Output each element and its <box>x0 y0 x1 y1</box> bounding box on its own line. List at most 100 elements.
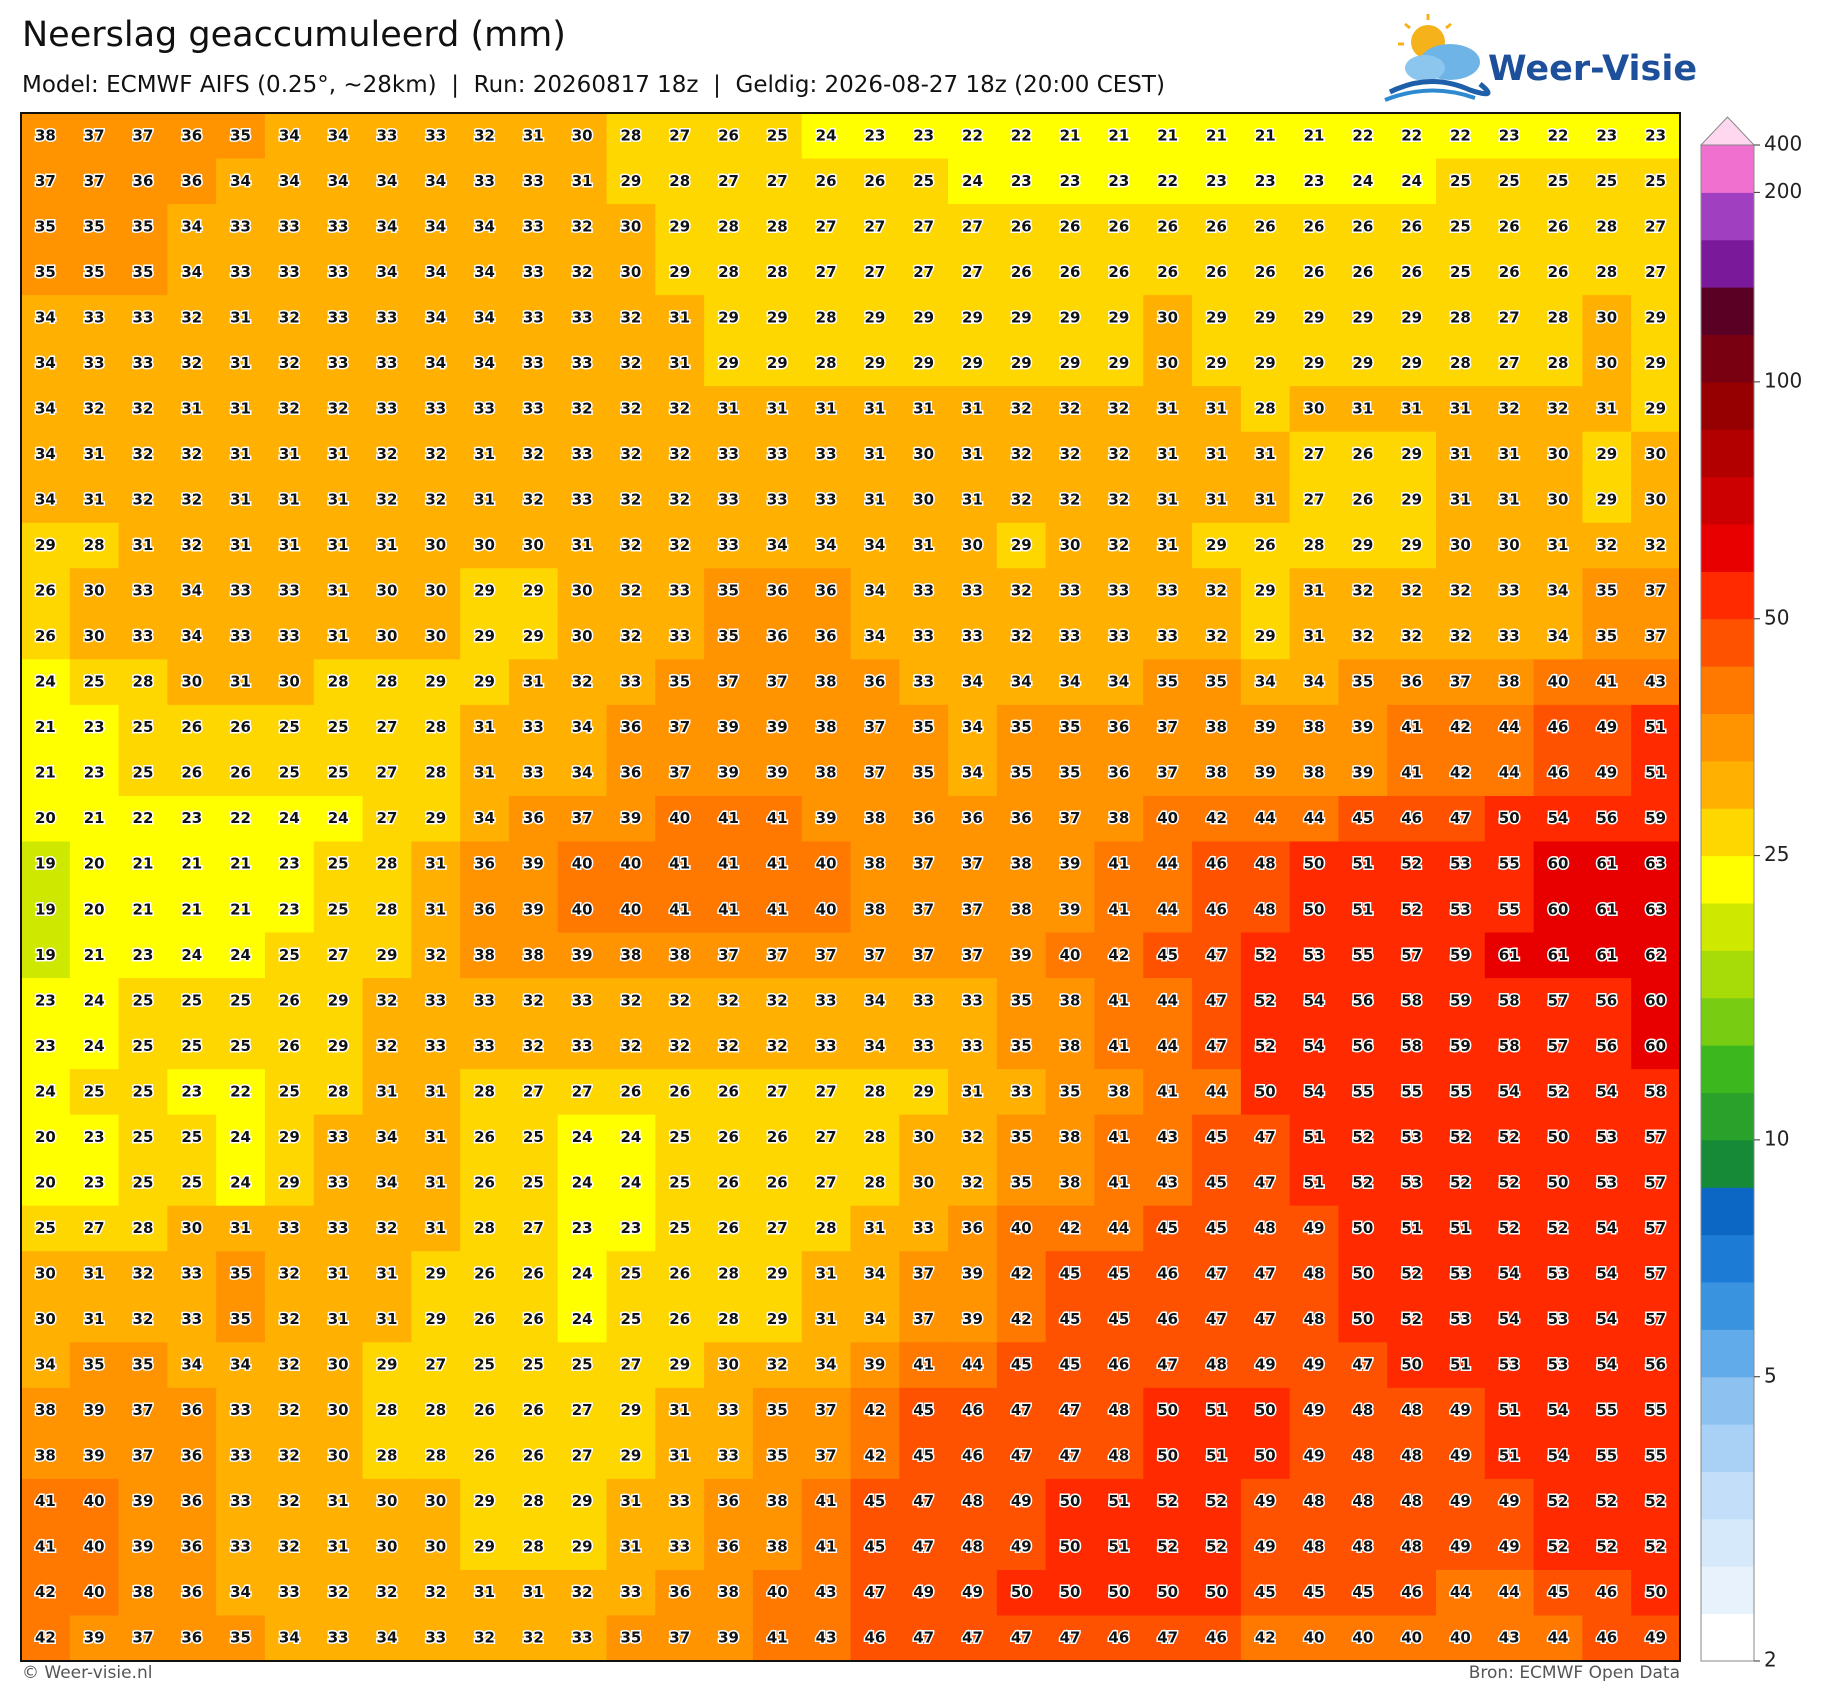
cell <box>557 887 608 934</box>
cell-value: 29 <box>425 673 446 691</box>
cell-value: 24 <box>1401 172 1422 190</box>
cell-value: 52 <box>1450 1128 1471 1146</box>
cell-value: 27 <box>1499 354 1520 372</box>
cell-value: 30 <box>572 126 593 144</box>
cell <box>216 841 266 888</box>
cell-value: 60 <box>1645 1037 1666 1055</box>
cell <box>1143 431 1193 478</box>
cell-value: 41 <box>1108 900 1129 918</box>
cell-value: 28 <box>1596 263 1617 281</box>
cell-value: 32 <box>133 1310 154 1328</box>
cell-value: 30 <box>328 1447 349 1465</box>
cell <box>1484 932 1535 979</box>
cell <box>899 887 949 934</box>
cell <box>411 978 461 1025</box>
cell-value: 47 <box>1060 1401 1081 1419</box>
cell <box>948 158 998 205</box>
cell-value: 23 <box>1304 172 1325 190</box>
cell-value: 31 <box>84 445 105 463</box>
cell-value: 29 <box>1108 308 1129 326</box>
cell-value: 32 <box>181 445 202 463</box>
cell-value: 33 <box>718 536 739 554</box>
cell <box>1289 1069 1340 1116</box>
cell <box>460 750 510 797</box>
cell <box>1436 613 1486 660</box>
cell <box>1436 1069 1486 1116</box>
cell-value: 26 <box>523 1265 544 1283</box>
cell-value: 31 <box>962 491 983 509</box>
cell <box>216 613 266 660</box>
cell <box>1289 887 1340 934</box>
colorbar-tick-label: 200 <box>1764 179 1802 203</box>
cell-value: 21 <box>84 946 105 964</box>
cell-value: 45 <box>1157 946 1178 964</box>
cell <box>655 1114 705 1161</box>
cell-value: 28 <box>328 1082 349 1100</box>
cell-value: 36 <box>962 1219 983 1237</box>
cell-value: 38 <box>1060 991 1081 1009</box>
cell-value: 47 <box>864 1583 885 1601</box>
cell <box>996 568 1047 615</box>
cell <box>1631 887 1681 934</box>
map: 38 37 37 36 35 34 34 33 33 32 31 30 28 27 26 25 24 23 23 22… <box>21 113 1681 1662</box>
cell <box>1192 249 1242 296</box>
cell <box>1094 295 1144 342</box>
cell-value: 32 <box>1060 445 1081 463</box>
cell-value: 46 <box>1206 855 1227 873</box>
cell-value: 33 <box>913 673 934 691</box>
cell <box>752 295 803 342</box>
cell-value: 31 <box>377 1082 398 1100</box>
cell-value: 50 <box>1157 1583 1178 1601</box>
cell <box>1533 750 1584 797</box>
cell <box>1289 613 1340 660</box>
colorbar-tick-label: 5 <box>1764 1363 1777 1387</box>
cell-value: 27 <box>1499 308 1520 326</box>
cell-value: 32 <box>1450 582 1471 600</box>
cell-value: 29 <box>474 582 495 600</box>
cell <box>1240 750 1291 797</box>
cell <box>362 978 412 1025</box>
cell-value: 31 <box>279 445 300 463</box>
cell-value: 30 <box>377 1538 398 1556</box>
cell-value: 34 <box>181 627 202 645</box>
cell <box>264 613 315 660</box>
cell <box>1582 841 1632 888</box>
cell-value: 53 <box>1401 1128 1422 1146</box>
cell <box>118 431 168 478</box>
cell <box>557 1114 608 1161</box>
cell <box>1533 795 1584 843</box>
cell-value: 31 <box>230 1219 251 1237</box>
cell-value: 23 <box>1499 126 1520 144</box>
cell-value: 32 <box>669 536 690 554</box>
cell-value: 28 <box>1596 217 1617 235</box>
cell <box>508 978 559 1025</box>
cell <box>996 978 1047 1025</box>
cell <box>557 1160 608 1207</box>
cell <box>411 841 461 888</box>
cell-value: 27 <box>816 1082 837 1100</box>
cell-value: 37 <box>913 900 934 918</box>
cell <box>704 204 754 251</box>
cell-value: 32 <box>669 1037 690 1055</box>
cell <box>313 340 364 387</box>
cell <box>313 613 364 660</box>
cell-value: 34 <box>377 217 398 235</box>
cell-value: 46 <box>962 1447 983 1465</box>
cell <box>1240 340 1291 387</box>
cell <box>1143 1069 1193 1116</box>
cell-value: 34 <box>230 172 251 190</box>
cell-value: 28 <box>767 263 788 281</box>
cell <box>1533 204 1584 251</box>
cell-value: 55 <box>1352 1082 1373 1100</box>
cell-value: 31 <box>425 900 446 918</box>
cell <box>1436 568 1486 615</box>
cell-value: 32 <box>1206 582 1227 600</box>
cell <box>21 841 71 888</box>
cell-value: 36 <box>864 673 885 691</box>
cell <box>1143 1023 1193 1070</box>
cell-value: 49 <box>1304 1401 1325 1419</box>
cell-value: 24 <box>572 1310 593 1328</box>
cell <box>1387 1205 1437 1252</box>
cell-value: 39 <box>1255 764 1276 782</box>
cell <box>1240 113 1291 160</box>
